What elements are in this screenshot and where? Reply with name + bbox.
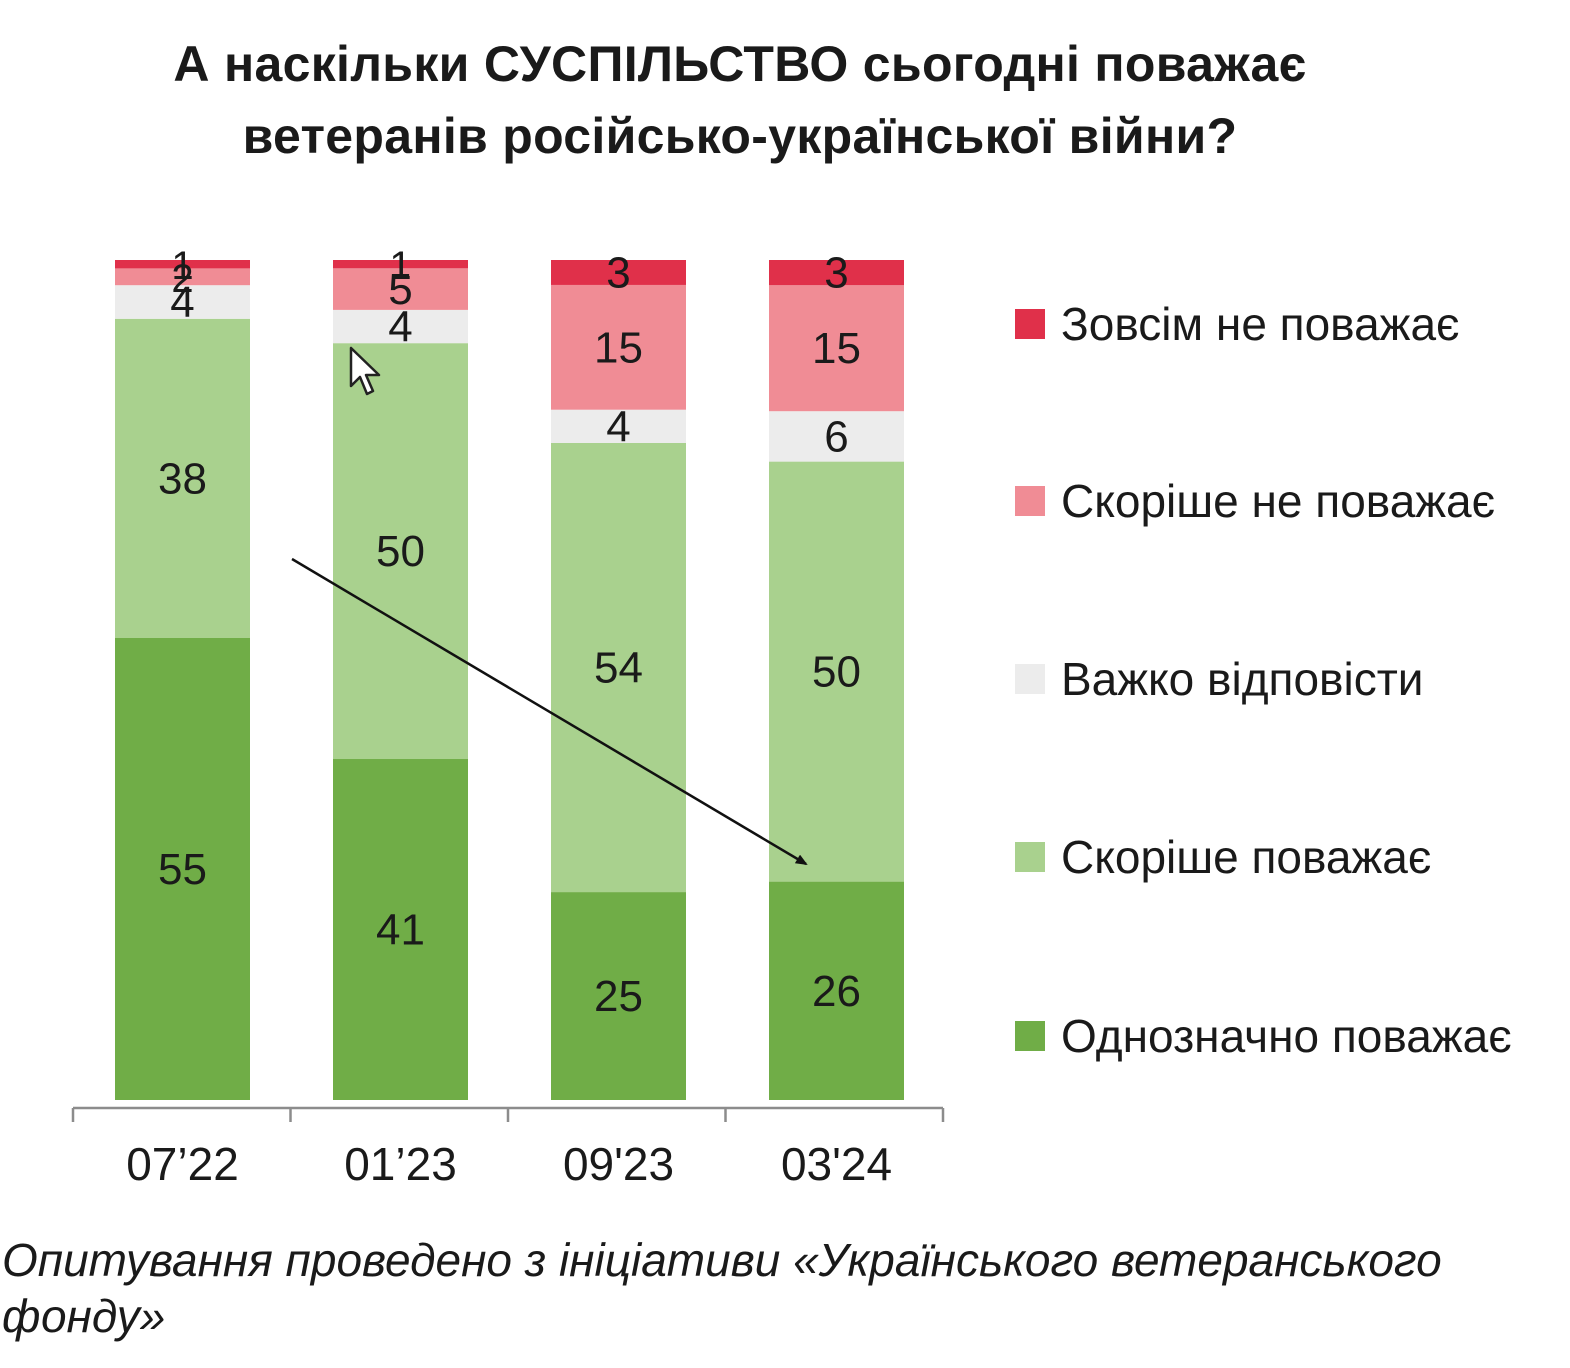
- data-label-2-2: 50: [376, 527, 425, 576]
- bar-segment-4-5: [769, 260, 904, 286]
- data-label-4-5: 3: [824, 249, 848, 298]
- data-label-3-3: 4: [606, 402, 630, 451]
- legend-swatch: [1015, 486, 1045, 516]
- bar-segment-2-2: [333, 343, 468, 760]
- data-label-1-4: 2: [171, 257, 193, 301]
- bar-segment-3-3: [551, 409, 686, 443]
- bar-segment-1-3: [115, 285, 250, 319]
- bar-segment-3-2: [551, 442, 686, 893]
- chart-title-line-1: А наскільки СУСПІЛЬСТВО сьогодні поважає: [173, 36, 1307, 92]
- bar-segment-1-5: [115, 260, 250, 269]
- chart-title: А наскільки СУСПІЛЬСТВО сьогодні поважає…: [0, 28, 1480, 172]
- legend-swatch: [1015, 664, 1045, 694]
- legend-label: Скоріше не поважає: [1061, 475, 1496, 527]
- trend-arrow-layer: [291, 557, 808, 866]
- data-label-1-3: 4: [170, 278, 194, 327]
- data-label-1-2: 38: [158, 454, 207, 503]
- legend-item-3: Важко відповісти: [1015, 651, 1423, 707]
- bar-segment-1-4: [115, 268, 250, 286]
- bar-segment-1-1: [115, 638, 250, 1100]
- legend-label: Скоріше поважає: [1061, 831, 1432, 883]
- x-tick-label-2: 01’23: [344, 1138, 457, 1190]
- bar-segment-4-3: [769, 411, 904, 462]
- chart-title-line-2: ветеранів російсько-української війни?: [242, 108, 1238, 164]
- source-caption: Опитування проведено з ініціативи «Украї…: [2, 1232, 1568, 1344]
- data-label-2-1: 41: [376, 906, 425, 955]
- legend-label: Однозначно поважає: [1061, 1010, 1512, 1062]
- legend-swatch: [1015, 309, 1045, 339]
- bar-segment-1-2: [115, 318, 250, 638]
- legend-item-2: Скоріше не поважає: [1015, 473, 1495, 529]
- bar-segment-2-1: [333, 759, 468, 1100]
- data-label-4-3: 6: [824, 412, 848, 461]
- data-label-3-4: 15: [594, 323, 643, 372]
- bars-layer: [115, 260, 904, 1100]
- data-label-1-1: 55: [158, 845, 207, 894]
- data-label-3-2: 54: [594, 644, 643, 693]
- x-tick-label-3: 09'23: [563, 1138, 674, 1190]
- legend-item-1: Зовсім не поважає: [1015, 296, 1460, 352]
- data-label-2-4: 5: [388, 265, 412, 314]
- bar-segment-3-1: [551, 892, 686, 1100]
- bar-segment-2-3: [333, 309, 468, 344]
- legend-swatch: [1015, 842, 1045, 872]
- legend-swatch: [1015, 1021, 1045, 1051]
- data-label-2-5: 1: [389, 244, 411, 288]
- legend-label: Зовсім не поважає: [1061, 298, 1460, 350]
- mouse-cursor-icon: [349, 346, 381, 396]
- trend-arrow: [291, 557, 808, 866]
- bar-segment-3-5: [551, 260, 686, 285]
- bar-segment-3-4: [551, 284, 686, 410]
- data-label-3-5: 3: [606, 248, 630, 297]
- data-label-4-1: 26: [812, 967, 861, 1016]
- data-label-3-1: 25: [594, 972, 643, 1021]
- x-tick-label-4: 03'24: [781, 1138, 892, 1190]
- bar-segment-4-2: [769, 461, 904, 882]
- data-label-4-4: 15: [812, 324, 861, 373]
- source-caption-line-1: Опитування проведено з ініціативи «Украї…: [2, 1234, 1442, 1286]
- source-caption-line-2: фонду»: [2, 1290, 166, 1342]
- x-tick-label-1: 07’22: [126, 1138, 239, 1190]
- x-axis: 07’22 01’23 09'23 03'24: [71, 1106, 945, 1190]
- data-label-2-3: 4: [388, 303, 412, 352]
- bar-segment-2-5: [333, 260, 468, 269]
- legend-item-4: Скоріше поважає: [1015, 829, 1431, 885]
- legend-item-5: Однозначно поважає: [1015, 1008, 1512, 1064]
- legend-label: Важко відповісти: [1061, 653, 1424, 705]
- bar-segment-4-1: [769, 881, 904, 1100]
- bar-segment-2-4: [333, 268, 468, 310]
- data-label-4-2: 50: [812, 648, 861, 697]
- bar-segment-4-4: [769, 285, 904, 412]
- data-label-1-5: 1: [171, 244, 193, 288]
